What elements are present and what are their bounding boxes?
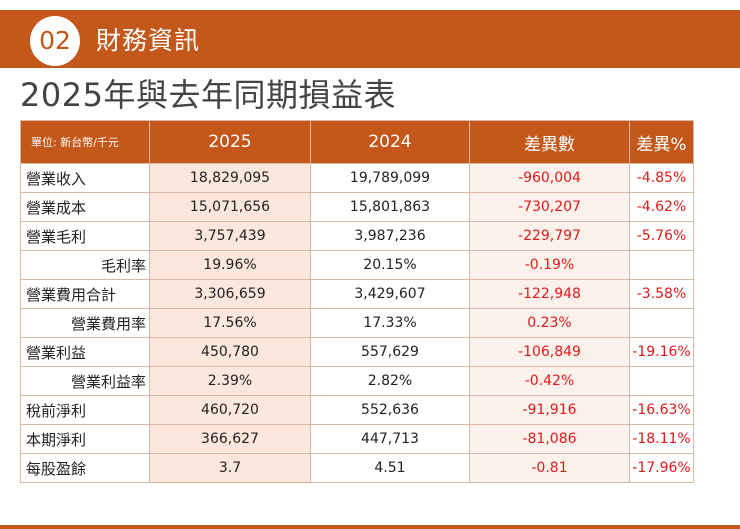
- row-label: 每股盈餘: [20, 453, 150, 483]
- value-2024: 17.33%: [310, 308, 470, 338]
- table-header-row: 單位: 新台幣/千元 2025 2024 差異數 差異%: [20, 120, 694, 164]
- value-difference-percent: -5.76%: [629, 221, 694, 251]
- value-difference-percent: [629, 366, 694, 396]
- section-number-badge: 02: [30, 16, 80, 66]
- row-label: 毛利率: [20, 250, 150, 280]
- value-difference: -122,948: [469, 279, 630, 309]
- value-2024: 4.51: [310, 453, 470, 483]
- value-2024: 19,789,099: [310, 163, 470, 193]
- row-label: 營業費用率: [20, 308, 150, 338]
- value-2025: 450,780: [149, 337, 311, 367]
- value-2025: 3.7: [149, 453, 311, 483]
- column-header-difference: 差異數: [469, 120, 630, 164]
- table-row: 營業收入 18,829,095 19,789,099 -960,004 -4.85%: [20, 163, 694, 193]
- value-2025: 19.96%: [149, 250, 311, 280]
- value-2024: 2.82%: [310, 366, 470, 396]
- value-2025: 18,829,095: [149, 163, 311, 193]
- value-2024: 3,429,607: [310, 279, 470, 309]
- value-difference: -730,207: [469, 192, 630, 222]
- table-row: 毛利率 19.96% 20.15% -0.19%: [20, 250, 694, 280]
- column-header-2024: 2024: [310, 120, 470, 164]
- column-header-2025: 2025: [149, 120, 311, 164]
- row-label: 營業費用合計: [20, 279, 150, 309]
- value-2024: 552,636: [310, 395, 470, 425]
- value-difference: -229,797: [469, 221, 630, 251]
- table-row: 營業費用率 17.56% 17.33% 0.23%: [20, 308, 694, 338]
- value-difference-percent: -4.85%: [629, 163, 694, 193]
- section-title: 財務資訊: [96, 26, 201, 55]
- value-2025: 2.39%: [149, 366, 311, 396]
- table-row: 營業毛利 3,757,439 3,987,236 -229,797 -5.76%: [20, 221, 694, 251]
- value-2024: 20.15%: [310, 250, 470, 280]
- row-label: 本期淨利: [20, 424, 150, 454]
- value-difference-percent: -18.11%: [629, 424, 694, 454]
- value-2024: 557,629: [310, 337, 470, 367]
- value-difference: -81,086: [469, 424, 630, 454]
- value-2025: 460,720: [149, 395, 311, 425]
- value-difference: 0.23%: [469, 308, 630, 338]
- value-difference: -960,004: [469, 163, 630, 193]
- unit-header: 單位: 新台幣/千元: [20, 120, 150, 164]
- table-row: 營業利益 450,780 557,629 -106,849 -19.16%: [20, 337, 694, 367]
- table-row: 每股盈餘 3.7 4.51 -0.81 -17.96%: [20, 453, 694, 483]
- value-2025: 17.56%: [149, 308, 311, 338]
- value-difference-percent: -4.62%: [629, 192, 694, 222]
- income-statement-table: 單位: 新台幣/千元 2025 2024 差異數 差異% 營業收入 18,829,…: [20, 120, 694, 483]
- value-2025: 3,306,659: [149, 279, 311, 309]
- value-difference: -0.19%: [469, 250, 630, 280]
- row-label: 營業利益: [20, 337, 150, 367]
- value-difference-percent: -19.16%: [629, 337, 694, 367]
- row-label: 稅前淨利: [20, 395, 150, 425]
- row-label: 營業成本: [20, 192, 150, 222]
- value-2024: 3,987,236: [310, 221, 470, 251]
- value-2025: 15,071,656: [149, 192, 311, 222]
- value-difference-percent: [629, 308, 694, 338]
- value-difference-percent: [629, 250, 694, 280]
- table-row: 營業費用合計 3,306,659 3,429,607 -122,948 -3.58%: [20, 279, 694, 309]
- table-row: 營業利益率 2.39% 2.82% -0.42%: [20, 366, 694, 396]
- value-difference-percent: -17.96%: [629, 453, 694, 483]
- row-label: 營業毛利: [20, 221, 150, 251]
- value-difference: -106,849: [469, 337, 630, 367]
- table-row: 稅前淨利 460,720 552,636 -91,916 -16.63%: [20, 395, 694, 425]
- bottom-accent-line: [0, 525, 740, 529]
- section-header-band: [0, 10, 740, 68]
- value-difference: -0.81: [469, 453, 630, 483]
- value-difference: -91,916: [469, 395, 630, 425]
- column-header-difference-percent: 差異%: [629, 120, 694, 164]
- page-title: 2025年與去年同期損益表: [20, 76, 396, 114]
- value-difference-percent: -16.63%: [629, 395, 694, 425]
- table-row: 本期淨利 366,627 447,713 -81,086 -18.11%: [20, 424, 694, 454]
- value-2024: 447,713: [310, 424, 470, 454]
- value-difference: -0.42%: [469, 366, 630, 396]
- table-row: 營業成本 15,071,656 15,801,863 -730,207 -4.62%: [20, 192, 694, 222]
- value-2025: 366,627: [149, 424, 311, 454]
- row-label: 營業利益率: [20, 366, 150, 396]
- value-2024: 15,801,863: [310, 192, 470, 222]
- value-2025: 3,757,439: [149, 221, 311, 251]
- value-difference-percent: -3.58%: [629, 279, 694, 309]
- row-label: 營業收入: [20, 163, 150, 193]
